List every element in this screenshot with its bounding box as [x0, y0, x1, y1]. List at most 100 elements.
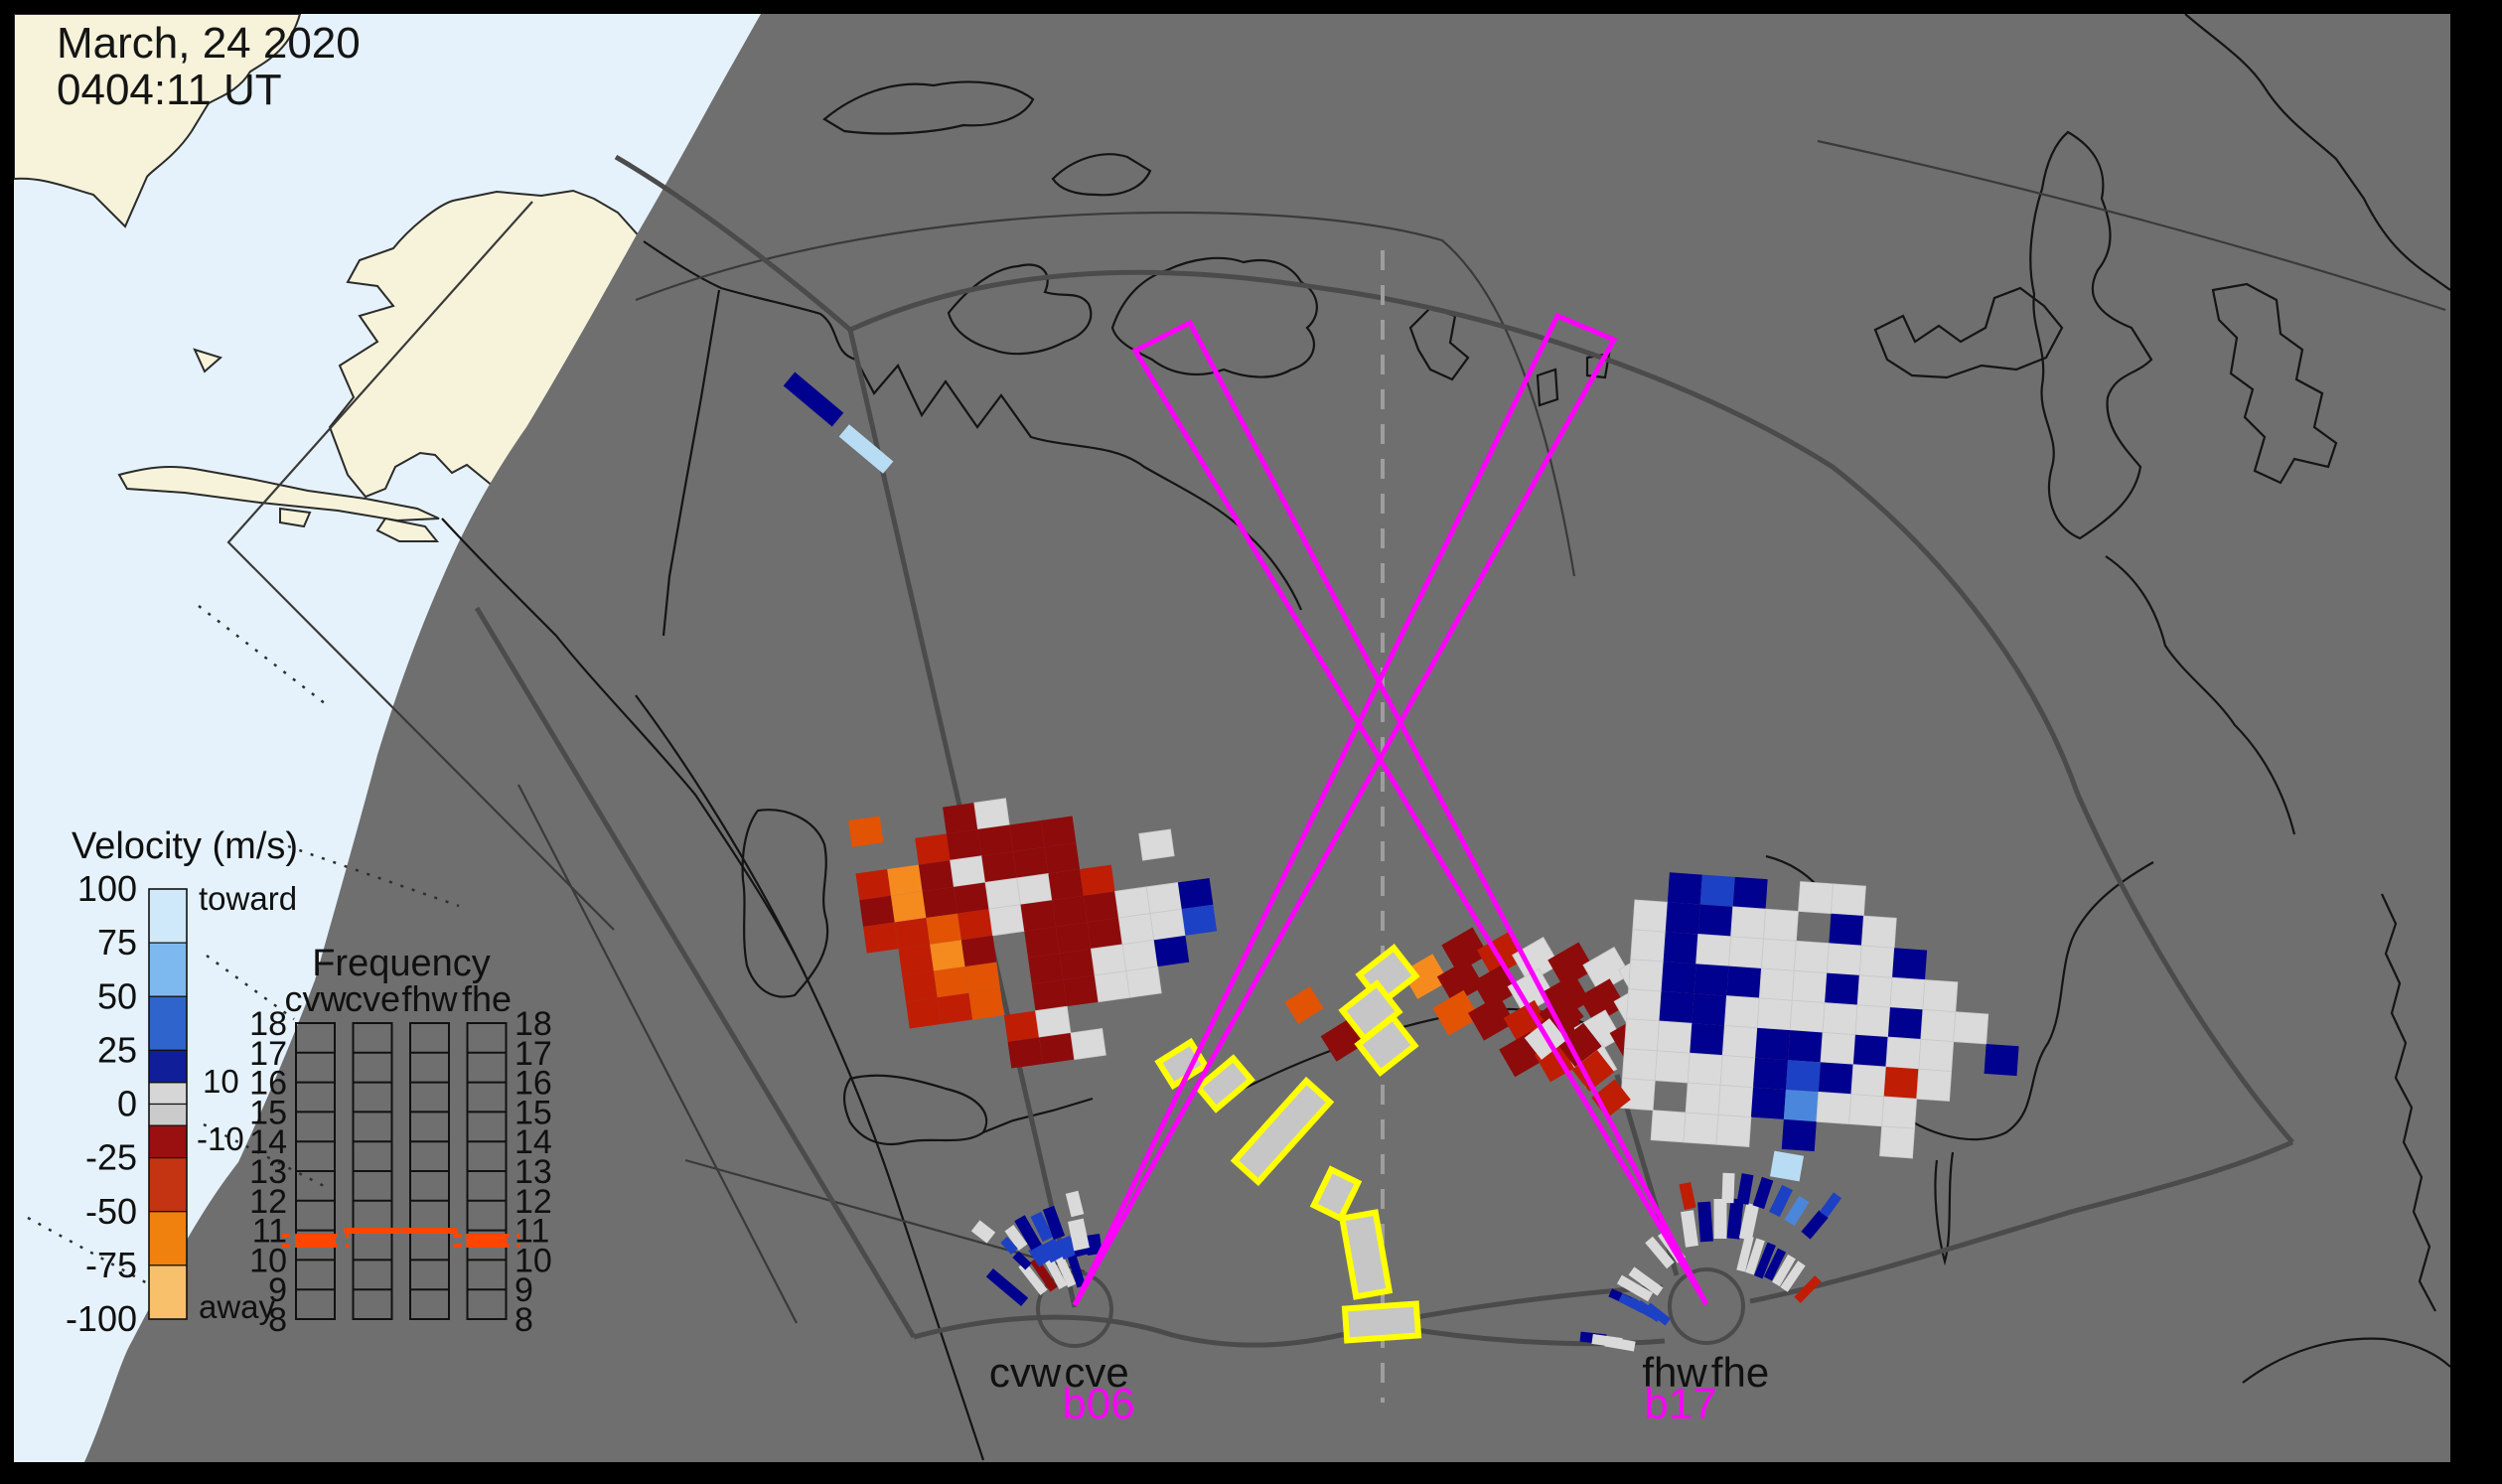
colorbar-segment — [148, 1082, 188, 1106]
beam-b17 — [1131, 319, 1709, 1306]
frequency-scale: 18 — [515, 1005, 552, 1043]
data-cell — [1916, 1068, 1953, 1102]
data-cell — [1692, 993, 1727, 1026]
near-range-bar — [1726, 1198, 1744, 1240]
near-range-bar — [1752, 1176, 1774, 1210]
data-cell — [937, 992, 973, 1024]
inner-tick-neg10: -10 — [197, 1120, 244, 1157]
data-cell — [946, 828, 982, 861]
data-cell — [1040, 816, 1077, 847]
selected-range-cell — [1338, 1209, 1394, 1300]
near-range-bar — [1738, 1203, 1760, 1241]
frequency-scale: 14 — [249, 1123, 287, 1161]
data-cell — [1665, 902, 1700, 935]
data-cell — [1892, 948, 1928, 980]
data-cell — [1788, 1030, 1824, 1063]
colorbar-tick: 0 — [117, 1084, 137, 1124]
data-cell — [1048, 869, 1084, 901]
coastline — [1110, 256, 1318, 378]
colorbar-segment — [148, 1157, 188, 1213]
near-range-bar — [1763, 1248, 1787, 1281]
data-cell — [1750, 1087, 1786, 1119]
frequency-scale: 12 — [249, 1183, 287, 1221]
graticule-line — [635, 211, 1576, 577]
cv-velocity-cluster — [848, 798, 1218, 1069]
fov-boundary — [474, 606, 917, 1339]
graticule-line — [226, 201, 615, 931]
coastline — [2105, 555, 2296, 835]
data-cell — [1816, 1091, 1852, 1124]
frequency-col-cve: cve — [345, 978, 400, 1019]
selected-gate-cell — [1354, 1013, 1419, 1077]
near-range-bar — [1819, 1192, 1842, 1218]
near-range-bar — [1085, 1234, 1103, 1256]
daylit-land — [193, 348, 223, 373]
data-cell — [1436, 959, 1485, 1004]
coastline — [947, 263, 1093, 356]
near-range-bar — [1644, 1302, 1672, 1326]
data-cell — [887, 864, 923, 896]
near-range-bar — [1030, 1257, 1058, 1292]
data-cell — [1149, 908, 1186, 941]
away-label: away — [199, 1288, 276, 1325]
freq-marker-line-cve — [344, 1228, 401, 1234]
data-cell — [1755, 1027, 1791, 1061]
frequency-scale: 11 — [515, 1213, 549, 1251]
selected-range-cell — [1194, 1054, 1255, 1113]
data-cell — [1009, 820, 1045, 852]
near-range-bar — [1000, 1237, 1018, 1255]
data-cell — [1027, 953, 1064, 984]
site-label-fhw: fhw — [1642, 1349, 1707, 1396]
near-range-bar — [1780, 1261, 1806, 1292]
fov-boundary — [614, 154, 852, 332]
data-cell — [1697, 904, 1733, 937]
data-cell — [1145, 881, 1183, 915]
data-cell — [1822, 1002, 1858, 1036]
data-cell — [926, 913, 961, 945]
frequency-col-cvw: cvw — [285, 978, 348, 1019]
frequency-scale: 13 — [515, 1153, 552, 1191]
data-cell — [1753, 1057, 1789, 1090]
data-cell — [977, 824, 1013, 856]
data-cell — [1153, 935, 1190, 967]
near-range-bar — [1769, 1184, 1793, 1218]
data-cell — [1083, 891, 1119, 923]
radar-site-circle-fh — [1668, 1267, 1745, 1345]
data-cell — [1090, 944, 1127, 976]
data-cell — [1007, 1037, 1044, 1069]
near-range-bar — [1745, 1238, 1765, 1275]
frequency-scale: 8 — [268, 1301, 287, 1339]
near-range-bar — [1012, 1251, 1032, 1270]
data-cell — [1695, 934, 1732, 967]
data-cell — [1547, 942, 1595, 988]
near-range-bar — [1801, 1210, 1829, 1240]
data-cell — [859, 895, 895, 927]
near-range-bar — [1736, 1173, 1754, 1205]
near-range-bar — [1784, 1195, 1810, 1227]
frequency-scale: 9 — [515, 1271, 533, 1309]
data-cell — [1953, 1011, 1989, 1045]
data-cell — [1020, 900, 1056, 932]
data-cell — [1693, 964, 1729, 996]
near-range-bar — [1041, 1238, 1065, 1263]
data-cell — [1728, 936, 1764, 969]
data-cell — [1922, 979, 1959, 1013]
data-cell — [1052, 895, 1088, 927]
data-cell — [988, 904, 1025, 937]
data-cell — [1177, 877, 1214, 910]
near-range-bar — [985, 1268, 1029, 1306]
data-cell — [1663, 932, 1698, 965]
coastline — [2381, 893, 2436, 1312]
timestamp-date: March, 24 2020 — [57, 19, 361, 68]
fov-boundary — [848, 269, 2081, 796]
data-cell — [1401, 954, 1449, 999]
data-cell — [1117, 913, 1155, 946]
frequency-scale: 11 — [252, 1213, 287, 1251]
data-cell — [1080, 864, 1115, 896]
coastline — [1934, 1151, 1955, 1266]
velocity-colorbar: Velocity (m/s)100 75 50 25 0 -25 -50 -75 -100 tow… — [66, 825, 298, 1339]
colorbar-segment — [148, 1124, 188, 1159]
